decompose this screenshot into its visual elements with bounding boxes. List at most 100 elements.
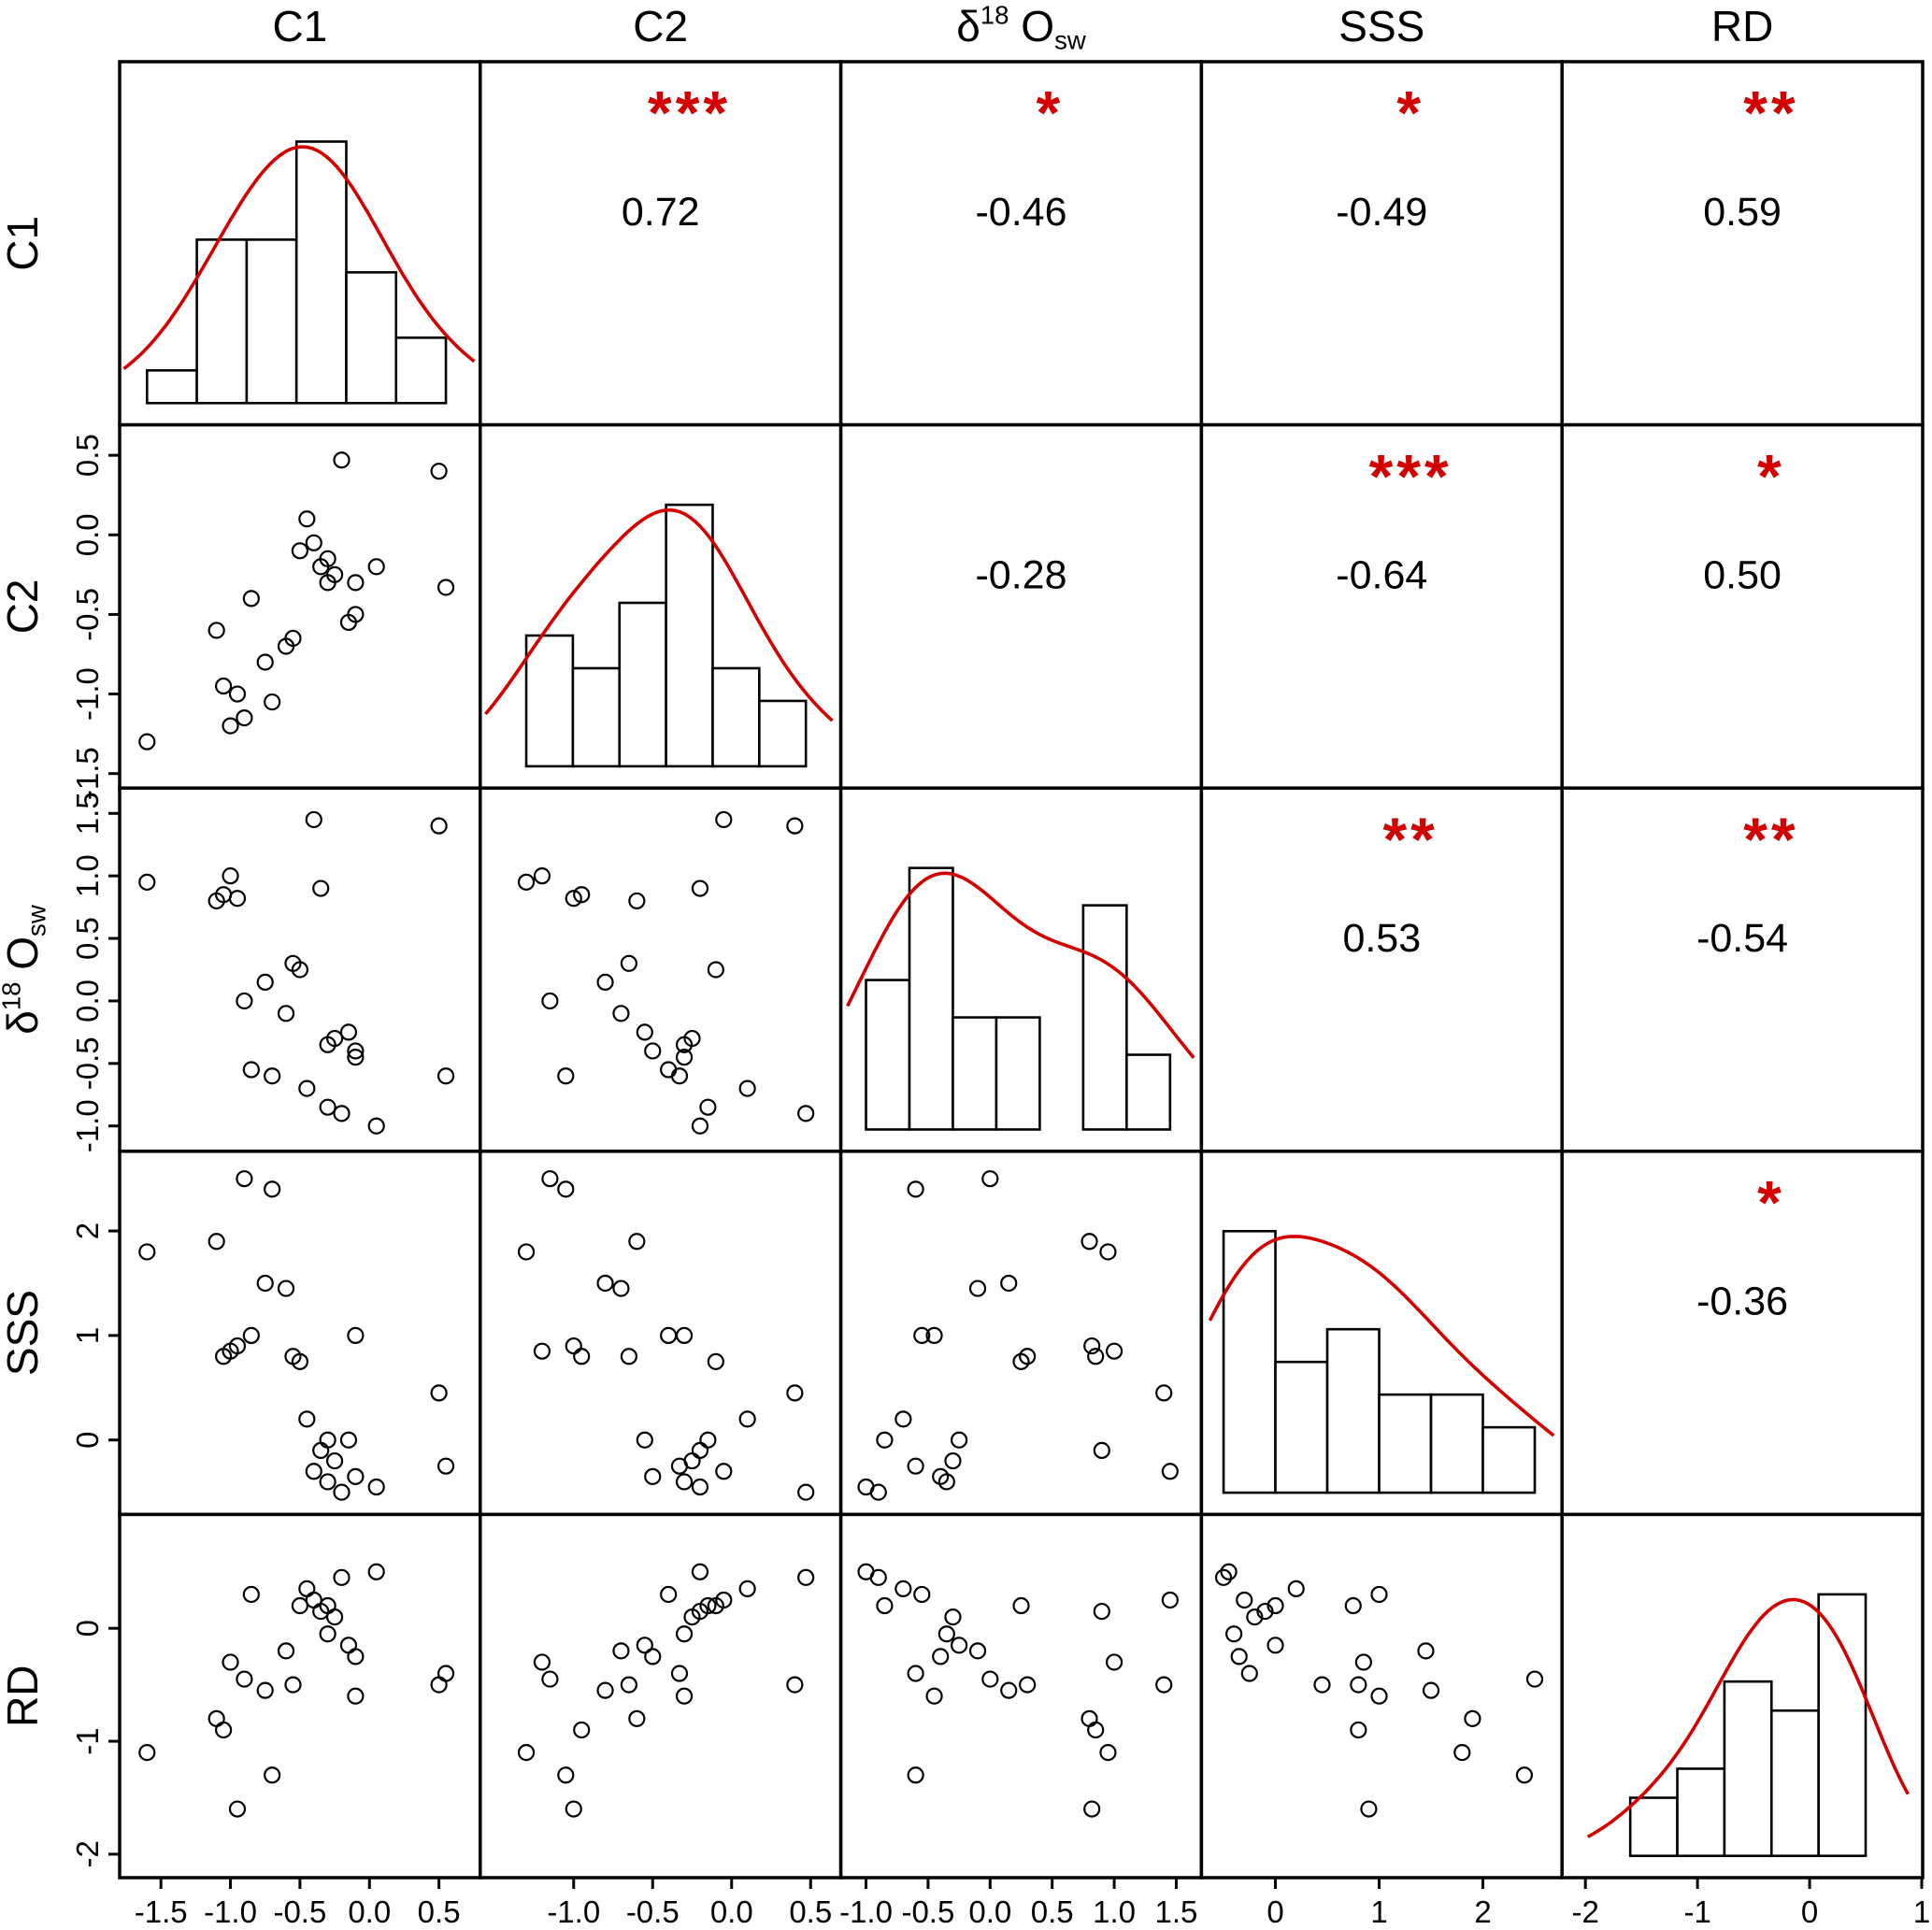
scatter-point — [715, 1463, 733, 1480]
scatter-point — [937, 1625, 955, 1643]
scatter-point — [557, 1766, 575, 1784]
scatter-point — [436, 1457, 455, 1475]
scatter-point — [573, 1721, 591, 1739]
scatter-point — [277, 1642, 295, 1660]
scatter-point — [430, 817, 448, 835]
scatter-point — [565, 890, 582, 908]
scatter-point — [675, 1625, 694, 1643]
scatter-point — [932, 1467, 950, 1485]
scatter-point — [208, 1233, 225, 1251]
scatter-point — [660, 1585, 678, 1604]
histogram-bar — [1125, 1053, 1172, 1131]
scatter-point — [541, 1170, 559, 1188]
y-tick-label: 0.5 — [70, 434, 105, 477]
density-curve — [122, 145, 476, 370]
scatter-point — [222, 717, 239, 735]
scatter-point — [1417, 1642, 1435, 1660]
scatter-point — [968, 1642, 987, 1660]
scatter-point — [620, 1348, 638, 1365]
scatter-point — [236, 1170, 253, 1188]
scatter-point — [325, 1608, 344, 1626]
scatter-point — [565, 1337, 582, 1355]
scatter-point — [298, 1410, 316, 1428]
matrix-cell — [838, 1512, 1204, 1880]
scatter-point — [913, 1326, 931, 1344]
significance-stars: *** — [1369, 441, 1453, 510]
scatter-point — [1354, 1653, 1372, 1671]
scatter-point — [339, 1023, 358, 1041]
histogram-bar — [524, 634, 575, 768]
scatter-point — [430, 1384, 448, 1402]
x-tick-label: 1 — [1370, 1894, 1387, 1929]
scatter-point — [699, 1596, 717, 1615]
histogram-bar — [1378, 1393, 1433, 1494]
scatter-point — [932, 1648, 950, 1666]
scatter-point — [284, 1676, 302, 1694]
scatter-point — [430, 463, 448, 480]
scatter-point — [797, 1568, 815, 1586]
density-curve — [484, 508, 834, 722]
matrix-cell — [118, 1512, 482, 1880]
y-tick-label: 2 — [70, 1222, 105, 1239]
scatter-point — [1267, 1596, 1284, 1615]
y-tick-label: 0.5 — [70, 917, 105, 960]
correlation-value: -0.64 — [1336, 552, 1427, 597]
histogram-bar — [995, 1016, 1041, 1131]
y-tick-label: -2 — [70, 1840, 105, 1867]
scatter-point — [1000, 1681, 1018, 1699]
histogram-bar — [758, 699, 808, 768]
significance-stars: ** — [1382, 805, 1438, 874]
scatter-point — [367, 1563, 385, 1580]
histogram-bar — [571, 666, 622, 768]
density-curve — [1208, 1235, 1555, 1437]
x-tick-label: 0.0 — [348, 1894, 391, 1929]
scatter-point — [325, 565, 344, 583]
x-tick-label: -0.5 — [901, 1894, 954, 1929]
significance-stars: * — [1757, 1168, 1785, 1237]
histogram-bar — [1081, 904, 1128, 1131]
scatter-point — [670, 1665, 689, 1682]
histogram-bar — [1325, 1327, 1381, 1494]
y-tick-label: -1 — [70, 1727, 105, 1754]
scatter-point — [256, 1681, 274, 1699]
scatter-point — [319, 1098, 336, 1116]
scatter-point — [786, 1384, 804, 1402]
scatter-point — [1000, 1274, 1018, 1293]
scatter-point — [1083, 1800, 1101, 1818]
scatter-point — [1350, 1721, 1367, 1739]
scatter-point — [347, 1648, 365, 1666]
scatter-point — [557, 1180, 575, 1198]
scatter-point — [541, 992, 559, 1010]
column-header: δ18 Osw — [956, 1, 1086, 55]
scatter-point — [236, 992, 253, 1010]
y-tick-label: 0.0 — [70, 979, 105, 1022]
scatter-point — [208, 622, 225, 639]
scatter-point — [1230, 1648, 1248, 1666]
scatter-point — [1155, 1384, 1173, 1402]
scatter-point — [347, 1042, 365, 1060]
x-tick-label: 2 — [1474, 1894, 1491, 1929]
scatter-point — [517, 1744, 536, 1762]
scatter-point — [691, 1478, 709, 1496]
correlation-value: -0.49 — [1336, 190, 1427, 235]
scatter-point — [738, 1580, 756, 1598]
x-tick-label: -0.5 — [626, 1894, 680, 1929]
y-tick-label: -1.5 — [70, 747, 105, 800]
matrix-cell — [118, 786, 482, 1153]
matrix-cell — [479, 786, 843, 1153]
scatter-point — [636, 1637, 653, 1654]
scatter-point — [319, 1431, 336, 1449]
scatter-point — [347, 1687, 365, 1705]
scatter-point — [876, 1431, 894, 1449]
scatter-point — [1087, 1348, 1105, 1365]
y-tick-label: 1.5 — [70, 792, 105, 835]
scatter-point — [228, 1800, 247, 1818]
scatter-point — [1012, 1596, 1030, 1615]
y-tick-label: 0 — [70, 1620, 105, 1637]
scatter-point — [298, 1079, 316, 1097]
scatter-point — [236, 1670, 253, 1688]
scatter-point — [596, 1681, 614, 1699]
histogram-bar — [1723, 1680, 1773, 1857]
matrix-cell — [1560, 60, 1925, 427]
